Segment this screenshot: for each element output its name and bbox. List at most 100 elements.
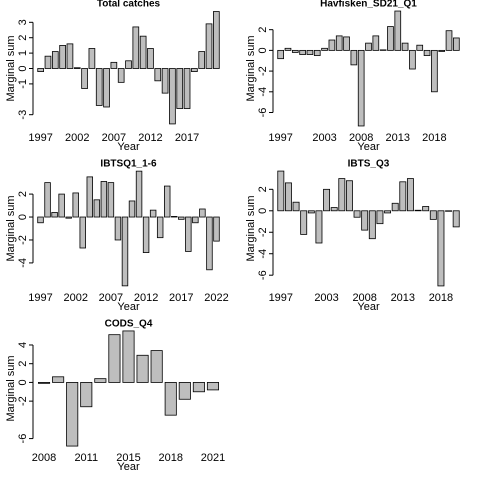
bar — [284, 182, 292, 212]
y-tick-label: -3 — [17, 110, 29, 120]
bar — [100, 181, 108, 218]
chart-title: Havfisken_SD21_Q1 — [320, 0, 417, 10]
y-tick-label: 0 — [17, 65, 29, 71]
y-tick-label: 2 — [17, 191, 29, 197]
bar — [136, 354, 149, 383]
x-tick-label: 2018 — [429, 292, 453, 304]
bar — [277, 170, 285, 212]
bar — [132, 26, 140, 69]
bar — [345, 180, 353, 212]
x-tick-label: 2003 — [314, 292, 338, 304]
x-tick-label: 2008 — [352, 292, 376, 304]
x-tick-label: 2012 — [138, 132, 162, 144]
bar — [73, 67, 81, 69]
bar — [445, 30, 453, 51]
x-tick-label: 2013 — [386, 132, 410, 144]
bar — [379, 49, 387, 51]
x-tick-label: 2008 — [349, 132, 373, 144]
bar — [58, 193, 65, 218]
bar — [80, 382, 93, 408]
bar — [66, 382, 79, 447]
bar — [277, 49, 284, 60]
bar — [142, 216, 150, 253]
bar — [372, 35, 380, 51]
bar — [376, 210, 384, 225]
bar — [206, 382, 219, 391]
bar — [38, 382, 51, 384]
chart-title: IBTSQ1_1-6 — [100, 159, 157, 170]
x-tick-label: 2007 — [99, 292, 123, 304]
y-tick-label: -4 — [257, 249, 269, 259]
bar — [198, 51, 206, 69]
bar — [409, 49, 416, 70]
bar — [213, 216, 220, 242]
bar — [299, 49, 306, 55]
bar — [191, 68, 198, 72]
bar — [343, 36, 350, 51]
bar — [65, 216, 72, 219]
bar — [128, 200, 136, 218]
bar — [300, 210, 308, 235]
bar — [37, 68, 44, 72]
bar — [313, 49, 321, 56]
x-axis-label: Year — [117, 301, 140, 313]
bar — [135, 170, 143, 218]
x-axis-label: Year — [357, 301, 380, 313]
y-tick-label: 4 — [17, 342, 29, 348]
x-axis-label: Year — [117, 461, 140, 473]
bar — [452, 210, 460, 228]
y-tick-label: -4 — [17, 258, 29, 268]
y-tick-label: 3 — [17, 19, 29, 25]
bar — [52, 376, 65, 383]
bar — [72, 192, 79, 218]
y-tick-label: -2 — [17, 235, 29, 245]
bar — [51, 212, 58, 218]
bar — [44, 182, 51, 218]
x-axis-label: Year — [117, 141, 140, 153]
bar — [338, 178, 346, 212]
y-tick-label: -4 — [257, 87, 269, 97]
bar — [368, 210, 376, 240]
x-tick-label: 2017 — [175, 132, 199, 144]
bar — [164, 382, 177, 416]
bar — [185, 216, 192, 252]
bar — [178, 382, 191, 400]
bar — [353, 210, 361, 218]
bar — [183, 68, 191, 109]
x-tick-label: 2022 — [204, 292, 228, 304]
bar — [122, 330, 135, 383]
bar — [139, 35, 147, 69]
y-axis-label: Marginal sum — [245, 195, 257, 261]
x-tick-label: 1997 — [269, 292, 293, 304]
bar — [335, 35, 343, 51]
bar — [384, 210, 392, 214]
bar — [323, 188, 331, 212]
bar — [178, 216, 185, 220]
y-tick-label: 0 — [257, 208, 269, 214]
y-axis-label: Marginal sum — [5, 355, 17, 421]
chart-title: Total catches — [97, 0, 161, 10]
y-tick-label: -6 — [17, 434, 29, 444]
bar — [431, 49, 438, 93]
bar — [117, 68, 125, 83]
bar — [445, 210, 453, 212]
y-tick-label: 0 — [17, 379, 29, 385]
x-tick-label: 2018 — [422, 132, 446, 144]
bar — [95, 68, 103, 106]
y-tick-label: -2 — [17, 396, 29, 406]
x-tick-label: 2013 — [391, 292, 415, 304]
bar — [399, 181, 407, 212]
bar — [357, 49, 365, 127]
bar — [205, 23, 213, 69]
bar — [437, 210, 445, 287]
bar — [291, 49, 299, 53]
x-tick-label: 2012 — [134, 292, 158, 304]
x-tick-label: 2008 — [32, 452, 56, 464]
bar — [330, 207, 338, 212]
bar — [350, 49, 358, 66]
bar — [66, 43, 74, 69]
bar — [422, 206, 430, 212]
bar — [110, 61, 118, 69]
bar — [365, 42, 372, 51]
bar — [206, 216, 213, 271]
